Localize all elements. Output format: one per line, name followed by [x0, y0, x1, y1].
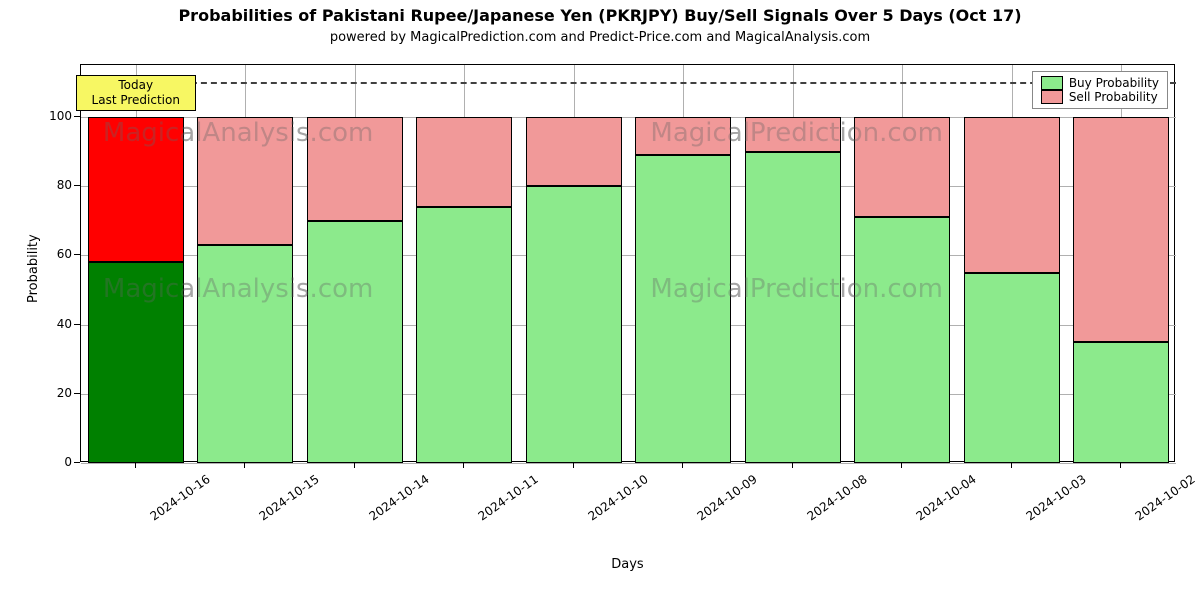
legend-swatch	[1041, 90, 1063, 104]
today-annotation: TodayLast Prediction	[76, 75, 196, 111]
y-tick	[74, 116, 80, 117]
bar-buy	[307, 221, 403, 463]
y-gridline	[81, 463, 1176, 464]
bar-sell	[635, 117, 731, 155]
y-tick-label: 60	[40, 247, 72, 261]
bar-buy	[197, 245, 293, 463]
x-tick-label: 2024-10-15	[257, 472, 322, 523]
bar-sell	[88, 117, 184, 262]
x-tick	[792, 462, 793, 468]
x-tick-label: 2024-10-03	[1023, 472, 1088, 523]
x-tick-label: 2024-10-04	[914, 472, 979, 523]
bar-buy	[854, 217, 950, 463]
plot-area: MagicalAnalysis.comMagicalPrediction.com…	[80, 64, 1175, 462]
y-tick-label: 100	[40, 109, 72, 123]
legend-label: Sell Probability	[1069, 90, 1158, 104]
bar-sell	[307, 117, 403, 221]
x-tick	[573, 462, 574, 468]
bar-sell	[964, 117, 1060, 273]
bar-buy	[635, 155, 731, 463]
x-tick-label: 2024-10-11	[476, 472, 541, 523]
legend-item: Buy Probability	[1041, 76, 1159, 90]
y-tick	[74, 185, 80, 186]
y-tick-label: 80	[40, 178, 72, 192]
legend-label: Buy Probability	[1069, 76, 1159, 90]
y-tick	[74, 462, 80, 463]
x-tick-label: 2024-10-02	[1133, 472, 1198, 523]
y-tick-label: 0	[40, 455, 72, 469]
bar-buy	[88, 262, 184, 463]
x-axis-label: Days	[80, 557, 1175, 572]
x-tick	[1011, 462, 1012, 468]
y-tick	[74, 254, 80, 255]
bar-sell	[854, 117, 950, 217]
y-tick-label: 20	[40, 386, 72, 400]
bar-sell	[526, 117, 622, 186]
x-tick	[1120, 462, 1121, 468]
y-axis-label: Probability	[26, 234, 41, 303]
annotation-line: Today	[83, 78, 189, 93]
x-tick	[682, 462, 683, 468]
y-tick	[74, 324, 80, 325]
bar-buy	[1073, 342, 1169, 463]
chart-title: Probabilities of Pakistani Rupee/Japanes…	[0, 6, 1200, 25]
dashed-reference-line	[81, 82, 1176, 84]
bar-buy	[964, 273, 1060, 463]
bar-buy	[416, 207, 512, 463]
x-tick	[244, 462, 245, 468]
x-tick-label: 2024-10-10	[585, 472, 650, 523]
y-tick-label: 40	[40, 317, 72, 331]
chart-subtitle: powered by MagicalPrediction.com and Pre…	[0, 30, 1200, 45]
bar-sell	[416, 117, 512, 207]
x-tick-label: 2024-10-09	[695, 472, 760, 523]
bar-buy	[745, 152, 841, 463]
x-tick	[901, 462, 902, 468]
legend-swatch	[1041, 76, 1063, 90]
bar-sell	[1073, 117, 1169, 342]
x-tick-label: 2024-10-16	[147, 472, 212, 523]
y-tick	[74, 393, 80, 394]
annotation-line: Last Prediction	[83, 93, 189, 108]
legend: Buy ProbabilitySell Probability	[1032, 71, 1168, 109]
x-tick	[354, 462, 355, 468]
bar-buy	[526, 186, 622, 463]
legend-item: Sell Probability	[1041, 90, 1159, 104]
x-tick-label: 2024-10-08	[804, 472, 869, 523]
x-tick-label: 2024-10-14	[366, 472, 431, 523]
bar-sell	[197, 117, 293, 245]
bar-sell	[745, 117, 841, 152]
x-tick	[135, 462, 136, 468]
x-tick	[463, 462, 464, 468]
